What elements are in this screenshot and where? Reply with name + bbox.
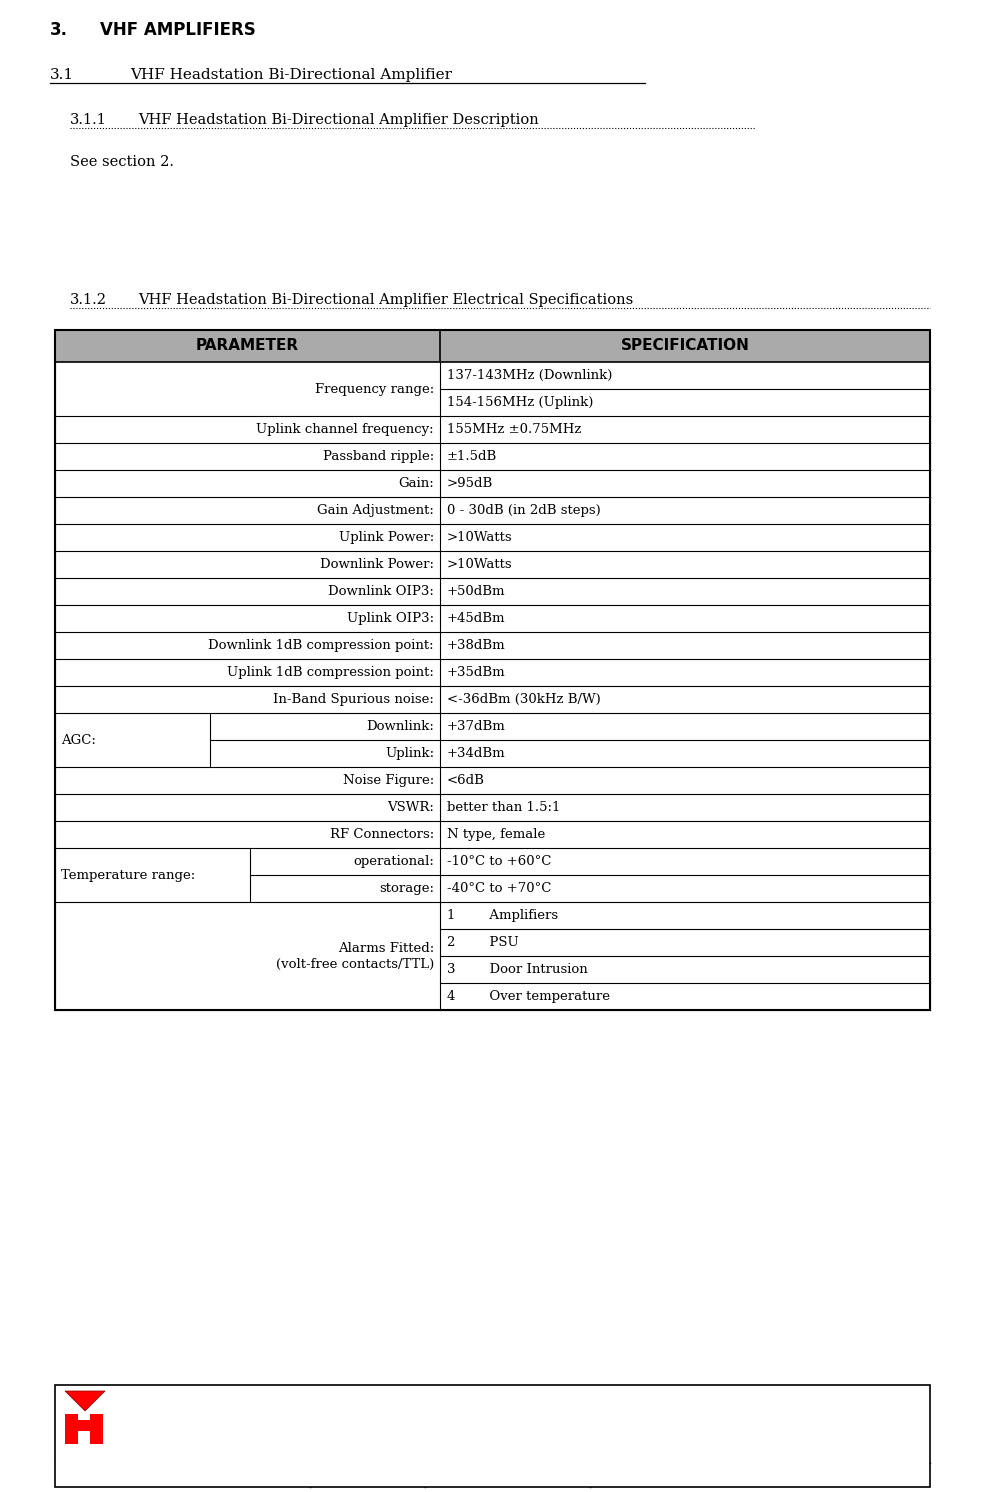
Bar [55,443,930,470]
Text: User Handbook: User Handbook [585,1432,695,1447]
Text: 2        PSU: 2 PSU [447,935,519,949]
Text: VHF AMPLIFIERS: VHF AMPLIFIERS [100,21,256,39]
Text: N type, female: N type, female [447,828,546,841]
Text: +34dBm: +34dBm [447,747,505,759]
Text: 154-156MHz (Uplink): 154-156MHz (Uplink) [447,395,593,409]
Bar [55,659,930,686]
Bar [55,713,930,767]
Bar [55,903,930,1010]
Bar [55,577,930,604]
Text: Page:-12 of 45: Page:-12 of 45 [597,1468,693,1482]
Text: +50dBm: +50dBm [447,585,505,598]
Text: Downlink 1dB compression point:: Downlink 1dB compression point: [209,639,434,652]
Text: www.AerialFacilities.com: www.AerialFacilities.com [115,1417,243,1428]
Text: RF Connectors:: RF Connectors: [330,828,434,841]
Text: -10°C to +60°C: -10°C to +60°C [447,855,552,868]
Text: Handbook Nō.-50-127201FCC: Handbook Nō.-50-127201FCC [62,1468,265,1482]
Text: Downlink OIP3:: Downlink OIP3: [328,585,434,598]
Text: Gain:: Gain: [398,477,434,489]
Text: PARAMETER: PARAMETER [196,339,299,354]
Bar [90,1414,103,1444]
Text: 3.1.2: 3.1.2 [70,292,107,307]
Text: 4        Over temperature: 4 Over temperature [447,991,610,1003]
Text: Uplink OIP3:: Uplink OIP3: [347,612,434,625]
Text: +35dBm: +35dBm [447,665,505,679]
Text: storage:: storage: [379,882,434,895]
Text: Downlink Power:: Downlink Power: [320,558,434,571]
Bar [55,604,930,633]
Text: 3.1: 3.1 [50,69,74,82]
Text: Frequency range:: Frequency range: [315,382,434,395]
Text: Uplink 1dB compression point:: Uplink 1dB compression point: [228,665,434,679]
Bar [55,330,930,363]
Text: +37dBm: +37dBm [447,721,505,733]
Bar [55,794,930,821]
Bar [55,524,930,551]
Bar [55,1385,930,1488]
Text: Temperature range:: Temperature range: [61,868,195,882]
Bar [65,1420,103,1431]
Text: 137-143MHz (Downlink): 137-143MHz (Downlink) [447,369,613,382]
Bar [55,767,930,794]
Text: Technical Literature: Technical Literature [115,1438,255,1452]
Text: VHF Headstation Bi-Directional Amplifier Electrical Specifications: VHF Headstation Bi-Directional Amplifier… [138,292,633,307]
Text: VHF Headstation & In-Line Amplifiers: VHF Headstation & In-Line Amplifiers [480,1405,800,1420]
Bar [55,633,930,659]
Bar [55,686,930,713]
Text: Uplink:: Uplink: [385,747,434,759]
Text: 3        Door Intrusion: 3 Door Intrusion [447,962,588,976]
Text: 3.1.1: 3.1.1 [70,113,107,127]
Text: VHF Headstation Bi-Directional Amplifier Description: VHF Headstation Bi-Directional Amplifier… [138,113,539,127]
Text: (volt-free contacts/TTL): (volt-free contacts/TTL) [276,958,434,970]
Bar [55,497,930,524]
Text: Passband ripple:: Passband ripple: [323,451,434,463]
Text: 0 - 30dB (in 2dB steps): 0 - 30dB (in 2dB steps) [447,504,601,518]
Text: AGC:: AGC: [61,734,96,746]
Bar [55,551,930,577]
Bar [55,416,930,443]
Text: >10Watts: >10Watts [447,558,512,571]
Text: 3.: 3. [50,21,68,39]
Text: SPECIFICATION: SPECIFICATION [621,339,750,354]
Text: Downlink:: Downlink: [366,721,434,733]
Text: -40°C to +70°C: -40°C to +70°C [447,882,552,895]
Text: operational:: operational: [354,855,434,868]
Text: Uplink Power:: Uplink Power: [339,531,434,545]
Text: VSWR:: VSWR: [387,801,434,815]
Text: See section 2.: See section 2. [70,155,174,169]
Text: <6dB: <6dB [447,774,485,786]
Bar [55,821,930,847]
Text: Aerial  Facilities  Limited: Aerial Facilities Limited [115,1397,288,1410]
Bar [55,470,930,497]
Bar [55,847,930,903]
Text: VHF Headstation Bi-Directional Amplifier: VHF Headstation Bi-Directional Amplifier [130,69,452,82]
Text: Gain Adjustment:: Gain Adjustment: [317,504,434,518]
Text: 1        Amplifiers: 1 Amplifiers [447,909,558,922]
Text: In-Band Spurious noise:: In-Band Spurious noise: [273,692,434,706]
Text: Date:-: Date:- [432,1468,473,1482]
Text: >10Watts: >10Watts [447,531,512,545]
Text: <-36dBm (30kHz B/W): <-36dBm (30kHz B/W) [447,692,601,706]
Text: ±1.5dB: ±1.5dB [447,451,497,463]
Polygon shape [65,1391,105,1411]
Text: Noise Figure:: Noise Figure: [343,774,434,786]
Text: 14/06/2005: 14/06/2005 [475,1468,558,1482]
Text: Uplink channel frequency:: Uplink channel frequency: [256,424,434,436]
Text: Issue No:-A: Issue No:-A [329,1468,407,1482]
Bar [55,330,930,1010]
Text: +45dBm: +45dBm [447,612,505,625]
Bar [55,363,930,416]
Bar [65,1414,78,1444]
Text: Alarms Fitted:: Alarms Fitted: [338,941,434,955]
Text: 155MHz ±0.75MHz: 155MHz ±0.75MHz [447,424,581,436]
Text: >95dB: >95dB [447,477,493,489]
Text: better than 1.5:1: better than 1.5:1 [447,801,560,815]
Text: +38dBm: +38dBm [447,639,505,652]
